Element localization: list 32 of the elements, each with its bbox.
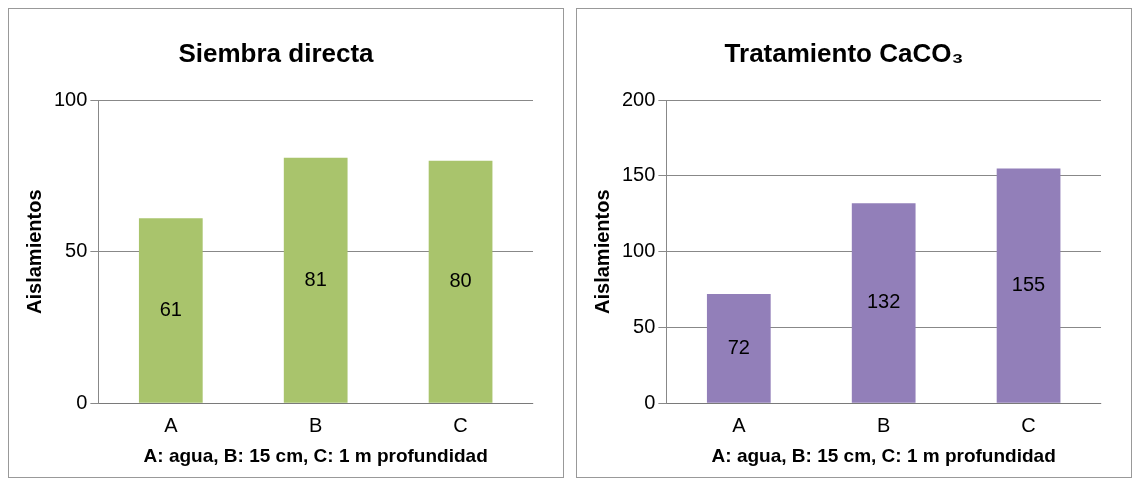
- data-label: 132: [867, 290, 901, 313]
- y-axis-title: Aislamientos: [22, 189, 45, 314]
- x-tick-label: C: [453, 413, 468, 436]
- bar: [138, 218, 203, 403]
- bar: [996, 168, 1061, 403]
- y-tick-label: 50: [65, 239, 88, 262]
- y-tick-label: 100: [621, 239, 656, 262]
- x-tick-label: B: [877, 413, 891, 436]
- y-tick-label: 200: [621, 87, 656, 110]
- x-tick-label: B: [309, 413, 323, 436]
- bar: [428, 160, 493, 403]
- bar: [706, 294, 771, 403]
- x-axis-title: A: agua, B: 15 cm, C: 1 m profundidad: [711, 444, 1056, 466]
- y-axis-title: Aislamientos: [590, 189, 613, 314]
- bar: [283, 157, 348, 403]
- bar: [851, 203, 916, 403]
- data-label: 72: [727, 335, 750, 358]
- x-tick-label: A: [164, 413, 179, 436]
- x-tick-label: A: [732, 413, 747, 436]
- data-label: 61: [159, 298, 182, 321]
- data-label: 81: [304, 267, 327, 290]
- chart-title: Tratamiento CaCO₃: [724, 37, 964, 68]
- y-tick-label: 100: [53, 87, 88, 110]
- data-label: 155: [1011, 273, 1046, 296]
- y-tick-label: 0: [76, 390, 88, 413]
- x-tick-label: C: [1021, 413, 1036, 436]
- y-tick-label: 50: [633, 314, 656, 337]
- chart-title: Siembra directa: [178, 37, 375, 68]
- y-tick-label: 150: [621, 163, 656, 186]
- y-tick-label: 0: [644, 390, 656, 413]
- x-axis-title: A: agua, B: 15 cm, C: 1 m profundidad: [143, 444, 488, 466]
- data-label: 80: [449, 269, 472, 292]
